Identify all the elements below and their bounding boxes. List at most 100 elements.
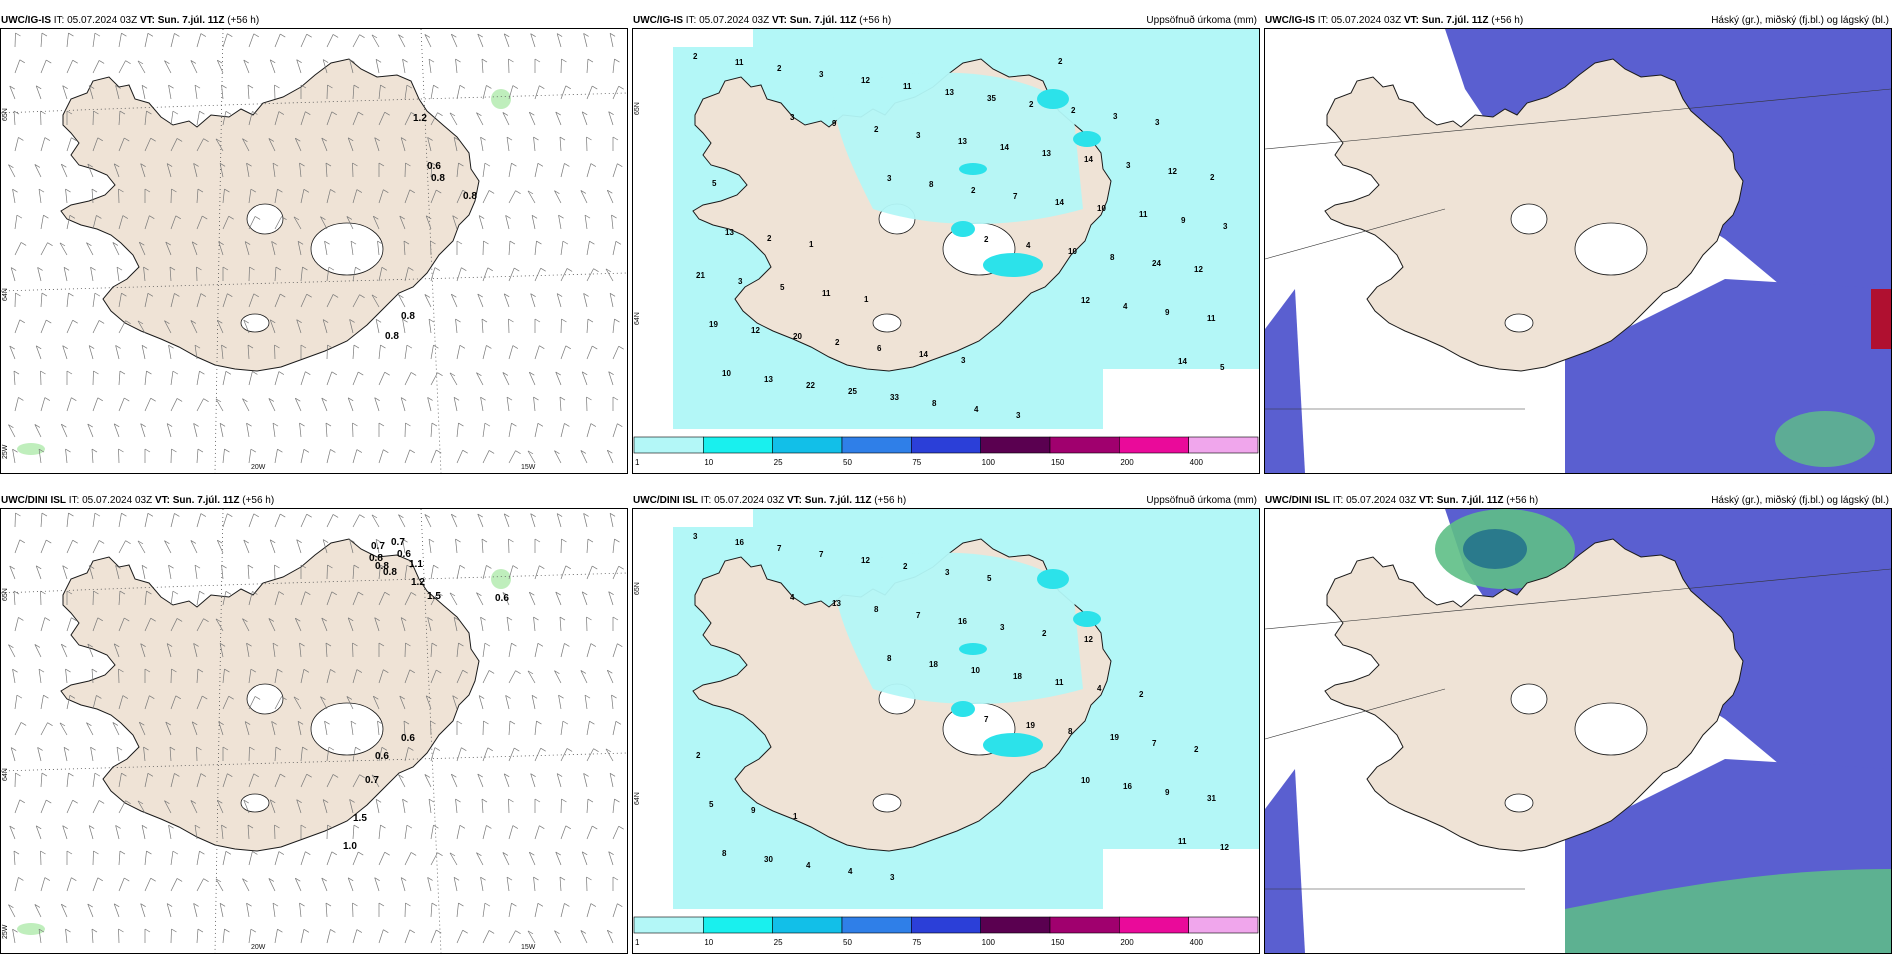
wind-barb: [301, 929, 304, 943]
wind-barb: [509, 191, 516, 203]
wind-barb: [561, 241, 563, 255]
wind-barb: [300, 903, 301, 917]
wind-barb-feather: [511, 903, 516, 906]
wind-barb-feather: [68, 293, 73, 296]
wind-barb: [613, 721, 616, 735]
wind-barb-feather: [248, 85, 253, 88]
wind-barb: [457, 423, 458, 437]
wind-barb: [171, 111, 173, 125]
wind-barb: [507, 397, 509, 411]
wind-barb-feather: [71, 398, 76, 401]
wind-barb: [301, 514, 307, 527]
wind-barb: [561, 748, 567, 761]
wind-barb-feather: [93, 371, 98, 374]
wind-barb-feather: [360, 35, 365, 38]
wind-barb: [197, 111, 199, 125]
wind-barb-feather: [304, 449, 309, 452]
wind-barb: [483, 670, 489, 683]
wind-barb: [535, 643, 538, 657]
precip-area-moderate: [983, 733, 1043, 757]
wind-barb-feather: [45, 878, 50, 881]
init-time: IT: 05.07.2024 03Z: [1318, 15, 1401, 26]
precip-map[interactable]: 3487101116131819161278108987718193130121…: [633, 509, 1259, 953]
map-frame[interactable]: [1264, 28, 1892, 474]
wind-barb-feather: [146, 851, 151, 854]
wind-barb: [532, 695, 535, 709]
wind-barb: [15, 877, 18, 891]
cloud-map[interactable]: [1265, 29, 1891, 473]
colorbar-segment: [1189, 437, 1258, 453]
wind-barb: [41, 618, 45, 631]
precip-value-label: 14: [1084, 155, 1093, 164]
wind-barb-feather: [561, 799, 566, 802]
wind-barb-feather: [509, 799, 514, 802]
wind-barb: [142, 825, 145, 839]
wind-value-label: 0.8: [383, 567, 397, 578]
valid-label: VT:: [772, 15, 787, 26]
panel-title: Uppsöfnuð úrkoma (mm): [1146, 494, 1257, 508]
wind-barb: [457, 903, 458, 917]
wind-barb-feather: [380, 345, 385, 348]
wind-barb: [610, 33, 613, 47]
wind-barb: [353, 345, 354, 359]
wind-barb-feather: [20, 320, 25, 323]
lon-label: 25W: [2, 924, 9, 939]
wind-barb: [457, 565, 460, 579]
precip-value-label: 5: [780, 283, 785, 292]
wind-barb-feather: [46, 320, 51, 323]
wind-barb: [431, 450, 436, 463]
wind-barb-feather: [67, 371, 72, 374]
precip-value-label: 2: [1058, 57, 1063, 66]
wind-barb: [587, 721, 589, 735]
lat-label: 64N: [2, 768, 9, 781]
wind-barb: [119, 878, 124, 891]
wind-barb-feather: [68, 773, 73, 776]
precip-value-label: 19: [1026, 721, 1035, 730]
wind-barb-feather: [438, 853, 443, 856]
wind-barb-feather: [73, 60, 78, 63]
wind-barb-feather: [488, 268, 493, 271]
wind-barb: [93, 878, 98, 891]
wind-barb-feather: [456, 799, 461, 802]
colorbar-label: 400: [1190, 938, 1204, 947]
valid-time: Sun. 7.júl. 11Z: [805, 495, 872, 506]
wind-barb: [41, 540, 46, 553]
wind-barb: [171, 878, 177, 891]
wind-barb: [171, 398, 177, 411]
wind-barb: [429, 539, 431, 553]
wind-barb-feather: [66, 189, 71, 192]
precip-value-label: 5: [712, 179, 717, 188]
wind-barb: [482, 799, 483, 813]
colorbar-label: 200: [1120, 938, 1134, 947]
wind-barb-feather: [405, 423, 410, 426]
wind-barb: [93, 800, 99, 813]
wind-barb-feather: [563, 721, 568, 724]
wind-barb: [587, 904, 591, 917]
wind-barb-feather: [204, 399, 209, 402]
glacier-vatnajokull: [1575, 223, 1647, 275]
wind-barb-feather: [561, 319, 566, 322]
wind-barb-feather: [592, 86, 597, 89]
wind-barb: [13, 189, 15, 203]
map-frame[interactable]: [1264, 508, 1892, 954]
wind-barb: [300, 423, 301, 437]
colorbar-label: 10: [704, 458, 713, 467]
precip-value-label: 33: [890, 393, 899, 402]
colorbar-label: 25: [774, 938, 783, 947]
cloud-map[interactable]: [1265, 509, 1891, 953]
wind-barb: [587, 59, 588, 73]
wind-barb: [509, 643, 511, 657]
wind-barb: [223, 851, 226, 865]
glacier-langjokull: [1511, 684, 1547, 714]
colorbar-segment: [703, 437, 772, 453]
init-time: IT: 05.07.2024 03Z: [69, 495, 152, 506]
wind-barb-feather: [613, 877, 618, 880]
precip-map[interactable]: 2332121411984452221091033781113121314241…: [633, 29, 1259, 473]
wind-barb-feather: [616, 721, 621, 724]
